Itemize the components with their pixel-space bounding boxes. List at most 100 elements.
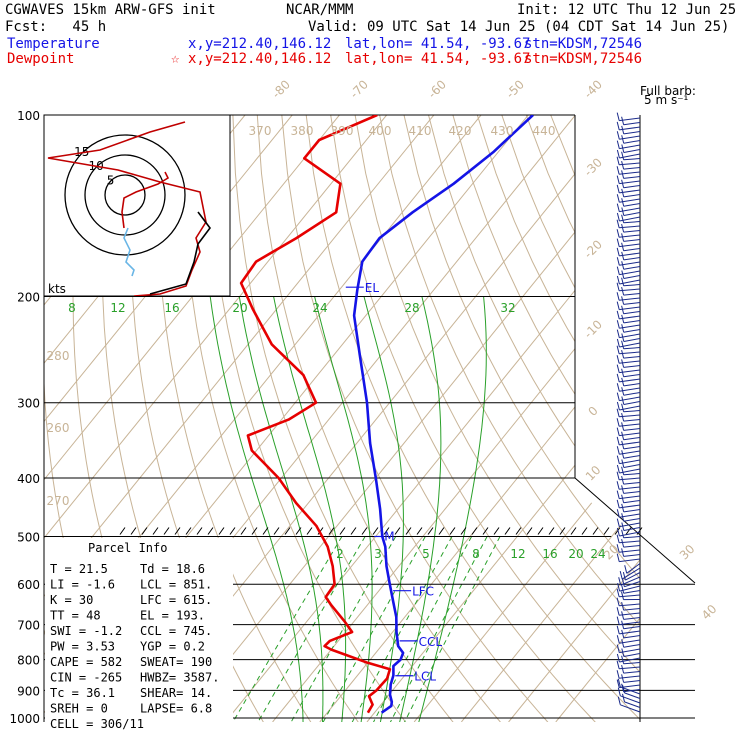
wind-barb-flag	[621, 387, 625, 396]
wind-barb-flag	[617, 687, 621, 696]
dewpoint-latlon: lat,lon= 41.54, -93.67	[345, 51, 531, 67]
wind-barb-flag	[621, 459, 625, 468]
isotherm-line	[272, 115, 640, 722]
wind-barb-flag	[617, 696, 621, 705]
wind-barb-flag	[621, 403, 625, 412]
isotherm-line	[44, 115, 435, 722]
hatch-mark	[284, 527, 291, 535]
dry-adiabat-line	[354, 115, 640, 722]
mixing-ratio-label: 2	[336, 547, 344, 561]
hatch-mark	[405, 527, 412, 535]
dry-adiabat-line	[599, 115, 640, 722]
wind-barb-flag	[621, 655, 625, 664]
wind-barb-flag	[616, 184, 620, 194]
mixing-ratio-line	[227, 536, 343, 722]
wind-barb-flag	[616, 219, 620, 228]
wind-barb-flag	[616, 320, 620, 329]
hatch-mark	[218, 527, 225, 535]
wind-barb	[623, 356, 641, 359]
moist-adiabat-label: 28	[404, 301, 419, 315]
moist-adiabat-line	[273, 296, 347, 722]
hodograph-low-segment	[123, 227, 135, 277]
wind-barb-flag	[616, 660, 620, 669]
wind-barb-flag	[621, 135, 625, 144]
hatch-mark	[482, 527, 489, 535]
hatch-mark	[119, 527, 126, 535]
wind-barb-flag	[621, 277, 625, 286]
init-time: Init: 12 UTC Thu 12 Jun 25	[517, 2, 737, 18]
hatch-mark	[262, 527, 269, 535]
parcel-info-left: TT = 48	[50, 609, 101, 623]
parcel-info-right: SWEAT= 190	[140, 655, 212, 669]
wind-barb	[623, 536, 641, 539]
wind-barb-flag	[616, 464, 620, 474]
hatch-mark	[295, 527, 302, 535]
wind-barb	[623, 149, 641, 153]
parcel-info-box	[45, 538, 233, 722]
lfc-level-label: LFC	[412, 585, 434, 599]
wind-barb-flag	[616, 149, 620, 159]
wind-barb-flag	[616, 364, 620, 373]
hatch-mark	[504, 527, 511, 535]
parcel-info-left: CAPE = 582	[50, 655, 122, 669]
hatch-mark	[592, 527, 599, 535]
wind-barb-flag	[616, 282, 620, 291]
hatch-mark	[460, 527, 467, 535]
isotherm-label: 0	[586, 404, 601, 419]
wind-barb-flag	[616, 534, 620, 543]
wind-barb	[623, 662, 641, 665]
wind-barb-flag	[621, 179, 625, 188]
isotherm-label: -10	[581, 317, 605, 341]
moist-adiabat-line	[314, 296, 373, 722]
wind-barb-flag	[621, 333, 625, 342]
wind-barb	[623, 275, 641, 279]
wind-barb	[623, 626, 641, 630]
wind-barb	[623, 230, 641, 233]
wind-barb-flag	[616, 499, 620, 509]
mixing-ratio-label: 12	[510, 547, 525, 561]
wind-barb-flag	[616, 247, 620, 257]
lcl-level-label: LCL	[414, 670, 436, 684]
wind-barb-flag	[617, 678, 621, 687]
hatch-mark	[625, 527, 632, 535]
isotherm-label: -70	[347, 77, 371, 101]
wind-barb	[623, 266, 641, 270]
dry-adiabat-line	[403, 115, 640, 722]
dry-adiabat-line	[207, 115, 413, 722]
wind-barb-flag	[621, 324, 625, 333]
hatch-mark	[273, 527, 280, 535]
pressure-label: 100	[17, 109, 40, 123]
wind-barb	[623, 608, 641, 611]
wind-barb-flag	[616, 408, 620, 417]
mixing-ratio-label: 24	[590, 547, 605, 561]
wind-barb-flag	[621, 585, 625, 594]
wind-barb	[623, 590, 641, 594]
wind-barb-flag	[621, 629, 625, 639]
wind-barb-flag	[616, 203, 620, 212]
wind-barb-flag	[616, 401, 620, 411]
wind-barb-flag	[621, 359, 625, 368]
isotherm-line	[177, 115, 640, 722]
wind-barb-flag	[616, 373, 620, 383]
pressure-label: 500	[17, 530, 40, 544]
wind-barb-flag	[621, 160, 625, 170]
theta-label: 400	[369, 124, 392, 138]
wind-barb	[623, 176, 641, 179]
wind-barb-flag	[621, 223, 625, 233]
wind-barb-flag	[621, 494, 625, 503]
wind-barb-flag	[616, 238, 620, 247]
hatch-mark	[328, 527, 335, 535]
theta-label: 380	[291, 124, 314, 138]
parcel-info-right: EL = 193.	[140, 609, 205, 623]
mixing-ratio-label: 20	[568, 547, 583, 561]
wind-barb-flag	[621, 296, 625, 305]
dry-adiabat-line	[182, 115, 365, 722]
pressure-label: 600	[17, 578, 40, 592]
hatch-mark	[185, 527, 192, 535]
hatch-mark	[427, 527, 434, 535]
dry-adiabat-line	[305, 115, 604, 722]
hatch-mark	[438, 527, 445, 535]
wind-barb-flag	[621, 431, 625, 440]
hatch-mark	[130, 527, 137, 535]
